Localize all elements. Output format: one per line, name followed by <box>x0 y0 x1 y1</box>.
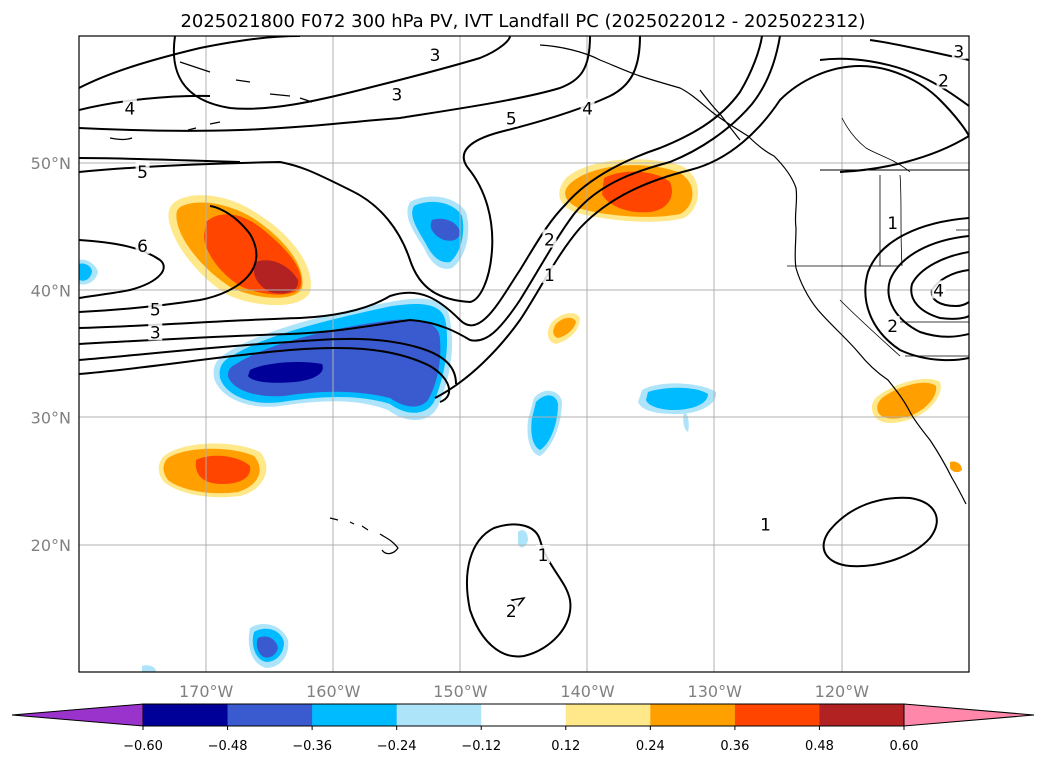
contour-label: 1 <box>760 515 771 535</box>
contour-label-bg <box>428 45 442 64</box>
map-title: 2025021800 F072 300 hPa PV, IVT Landfall… <box>180 11 865 32</box>
contour-label-bg <box>389 84 404 103</box>
colorbar-segment <box>396 704 482 726</box>
contour-label: 2 <box>544 231 555 251</box>
contour-label-bg <box>122 98 137 117</box>
contour-label-bg <box>758 514 773 533</box>
contour-label: 3 <box>391 86 402 106</box>
contour-label: 4 <box>124 100 135 120</box>
contour-label: 5 <box>150 300 161 320</box>
lon-label: 170°W <box>179 682 234 701</box>
colorbar-tick-label: 0.36 <box>720 739 749 754</box>
colorbar-frame <box>142 703 905 727</box>
lat-label: 20°N <box>31 536 71 555</box>
contour-label: 5 <box>506 110 517 130</box>
colorbar-under-arrow <box>11 703 144 727</box>
colorbar-over-arrow <box>903 703 1035 727</box>
colorbar-tick-label: 0.12 <box>551 739 580 754</box>
contour-label: 3 <box>953 42 964 62</box>
lon-label: 140°W <box>560 682 615 701</box>
coastlines <box>109 44 969 555</box>
lon-label: 150°W <box>433 682 488 701</box>
contour-label: 5 <box>137 163 148 183</box>
contour-label-bg <box>504 600 519 619</box>
colorbar-segment <box>312 704 398 726</box>
colorbar-segment <box>819 704 905 726</box>
contour-label-bg <box>951 41 966 60</box>
colorbar-tick-label: 0.48 <box>805 739 834 754</box>
contour-label-bg <box>148 322 163 341</box>
contour-label-bg <box>536 544 551 563</box>
contour-label: 6 <box>137 237 148 257</box>
lat-label: 40°N <box>31 281 71 300</box>
colorbar-tick-label: −0.12 <box>461 739 501 754</box>
contour-label-bg <box>135 235 150 254</box>
graticule <box>79 36 969 672</box>
contour-label: 2 <box>938 72 949 92</box>
lat-label: 30°N <box>31 409 71 428</box>
contour-label-bg <box>135 162 150 181</box>
colorbar-segment <box>650 704 736 726</box>
colorbar-segment <box>565 704 651 726</box>
contour-label-bg <box>504 108 519 127</box>
lon-label: 130°W <box>688 682 743 701</box>
contour-label-bg <box>580 98 595 117</box>
colorbar-tick-label: 0.24 <box>636 739 665 754</box>
contour-label: 1 <box>538 546 549 566</box>
colorbar-tick-label: −0.24 <box>377 739 417 754</box>
contour-label: 3 <box>150 323 161 343</box>
contour-label: 1 <box>887 214 898 234</box>
latitude-labels: 50°N 40°N 30°N 20°N <box>31 154 71 555</box>
longitude-labels: 170°W 160°W 150°W 140°W 130°W 120°W <box>179 682 869 701</box>
contour-label-bg <box>148 299 163 318</box>
contour-label: 4 <box>582 100 593 120</box>
contour-label: 2 <box>887 317 898 337</box>
pv-shading <box>79 159 962 672</box>
colorbar-segment <box>481 704 567 726</box>
colorbar-segment <box>227 704 313 726</box>
colorbar-segment <box>734 704 820 726</box>
contour-label: 1 <box>544 266 555 286</box>
contour-label: 4 <box>933 281 944 301</box>
contour-label-bg <box>931 280 946 299</box>
contour-label-bg <box>936 70 951 89</box>
contour-label: 3 <box>430 46 441 66</box>
colorbar-tick-label: −0.48 <box>208 739 248 754</box>
lon-label: 160°W <box>306 682 361 701</box>
colorbar-tick-label: −0.36 <box>292 739 332 754</box>
colorbar-tick-label: 0.60 <box>890 739 919 754</box>
contour-label-bg <box>542 265 557 284</box>
contour-label-bg <box>542 229 557 248</box>
contour-label-bg <box>885 316 900 335</box>
contour-label-bg <box>885 212 900 231</box>
colorbar-segment <box>143 704 229 726</box>
lon-label: 120°W <box>815 682 870 701</box>
colorbar-tick-label: −0.60 <box>123 739 163 754</box>
contour-label: 2 <box>506 602 517 622</box>
map-frame <box>78 35 970 673</box>
lat-label: 50°N <box>31 154 71 173</box>
colorbar: −0.60 −0.48 −0.36 −0.24 −0.12 0.12 0.24 0.36 0.4… <box>11 703 1035 754</box>
pv-contours <box>79 36 969 658</box>
